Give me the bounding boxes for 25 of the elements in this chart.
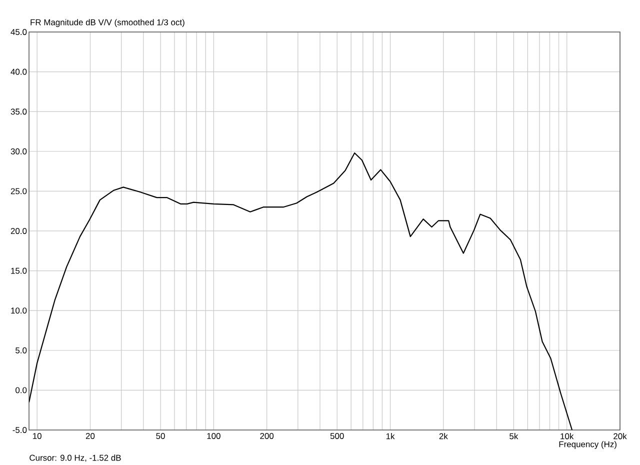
x-tick-label: 100 [207, 433, 220, 439]
y-tick-label: 25.0 [10, 188, 27, 194]
y-tick-label: 45.0 [10, 28, 27, 35]
x-tick-label: 10k [560, 433, 574, 440]
y-tick-label: 40.0 [10, 68, 27, 75]
x-tick-label: 50 [156, 433, 165, 439]
text: Cursor: 9.0 Hz, -1.52 dB [30, 454, 121, 462]
y-tick-label: -5.0 [12, 426, 27, 433]
chart-title: FR Magnitude dB V/V (smoothed 1/3 oct) [30, 19, 184, 27]
y-tick-label: 0.0 [16, 387, 27, 394]
y-tick-label: 35.0 [10, 108, 27, 115]
x-tick-label: 500 [330, 433, 344, 439]
x-tick-label: 10 [33, 433, 42, 439]
x-tick-label: 2k [439, 433, 448, 440]
y-tick-label: 30.0 [10, 148, 27, 154]
x-tick-label: 1k [386, 433, 395, 440]
y-tick-label: 10.0 [11, 308, 27, 314]
x-tick-label: 5k [510, 433, 518, 440]
y-tick-label: 15.0 [11, 268, 27, 274]
y-tick-label: 20.0 [10, 228, 27, 234]
x-tick-label: 20k [614, 433, 627, 440]
x-tick-label: 200 [260, 433, 274, 439]
x-tick-label: 20 [86, 433, 95, 439]
y-tick-label: 5.0 [16, 347, 27, 354]
x-axis-title: Frequency (Hz) [559, 441, 616, 449]
